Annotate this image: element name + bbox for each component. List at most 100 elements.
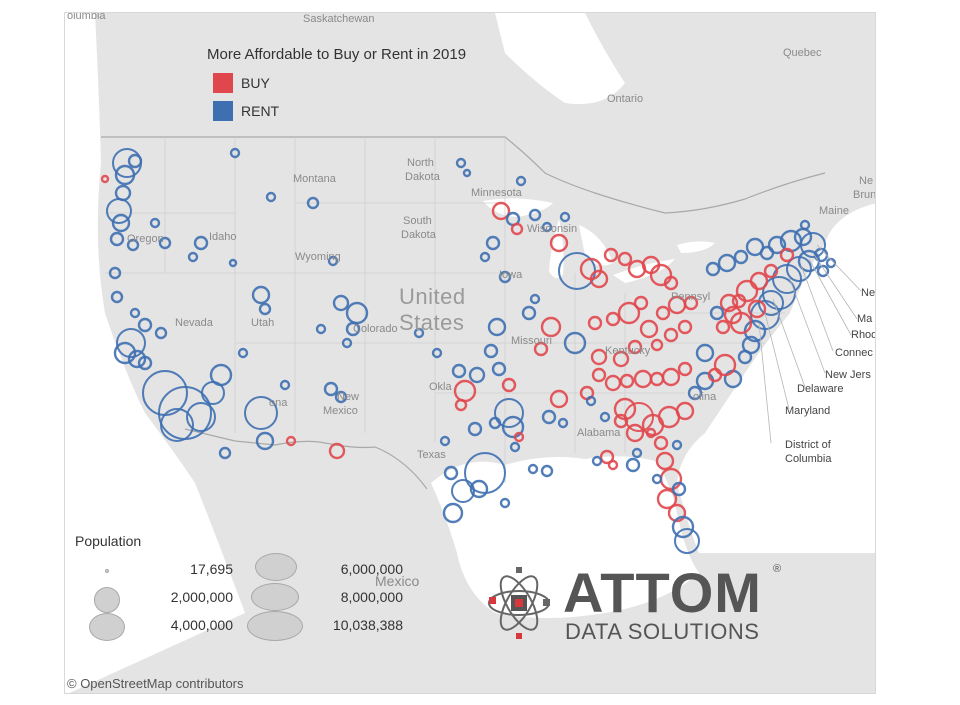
city-bubble[interactable] bbox=[315, 323, 327, 335]
city-bubble[interactable] bbox=[328, 442, 346, 460]
city-bubble[interactable] bbox=[491, 361, 507, 377]
city-bubble[interactable] bbox=[483, 343, 499, 359]
city-bubble[interactable] bbox=[485, 235, 501, 251]
city-bubble[interactable] bbox=[209, 363, 233, 387]
city-bubble[interactable] bbox=[653, 435, 669, 451]
city-bubble[interactable] bbox=[541, 409, 557, 425]
city-bubble[interactable] bbox=[345, 321, 361, 337]
city-bubble[interactable] bbox=[627, 339, 643, 355]
city-bubble[interactable] bbox=[488, 416, 502, 430]
city-bubble[interactable] bbox=[591, 455, 603, 467]
city-bubble[interactable] bbox=[111, 213, 131, 233]
city-bubble[interactable] bbox=[327, 255, 339, 267]
city-bubble[interactable] bbox=[651, 473, 663, 485]
city-bubble[interactable] bbox=[675, 401, 695, 421]
city-bubble[interactable] bbox=[656, 488, 678, 510]
city-bubble[interactable] bbox=[244, 396, 278, 430]
city-bubble[interactable] bbox=[607, 459, 619, 471]
legend-item-rent[interactable]: RENT bbox=[213, 101, 279, 121]
city-bubble[interactable] bbox=[527, 463, 539, 475]
city-bubble[interactable] bbox=[127, 349, 147, 369]
city-bubble[interactable] bbox=[258, 302, 272, 316]
city-bubble[interactable] bbox=[540, 464, 554, 478]
city-bubble[interactable] bbox=[533, 341, 549, 357]
city-bubble[interactable] bbox=[126, 238, 140, 252]
city-bubble[interactable] bbox=[671, 515, 695, 539]
city-bubble[interactable] bbox=[279, 379, 291, 391]
city-bubble[interactable] bbox=[705, 261, 721, 277]
city-bubble[interactable] bbox=[763, 263, 779, 279]
city-bubble[interactable] bbox=[106, 198, 132, 224]
city-bubble[interactable] bbox=[604, 374, 622, 392]
city-bubble[interactable] bbox=[499, 497, 511, 509]
city-bubble[interactable] bbox=[186, 402, 216, 432]
city-bubble[interactable] bbox=[187, 251, 199, 263]
city-bubble[interactable] bbox=[154, 326, 168, 340]
city-bubble[interactable] bbox=[468, 366, 486, 384]
city-bubble[interactable] bbox=[549, 233, 569, 253]
city-bubble[interactable] bbox=[110, 290, 124, 304]
legend-item-buy[interactable]: BUY bbox=[213, 73, 270, 93]
city-bubble[interactable] bbox=[674, 528, 700, 554]
city-bubble[interactable] bbox=[549, 389, 569, 409]
city-bubble[interactable] bbox=[193, 235, 209, 251]
city-bubble[interactable] bbox=[510, 222, 524, 236]
city-bubble[interactable] bbox=[667, 503, 687, 523]
city-bubble[interactable] bbox=[491, 201, 511, 221]
city-bubble[interactable] bbox=[717, 253, 737, 273]
city-bubble[interactable] bbox=[137, 355, 153, 371]
city-bubble[interactable] bbox=[137, 317, 153, 333]
city-bubble[interactable] bbox=[479, 251, 491, 263]
city-bubble[interactable] bbox=[265, 191, 277, 203]
city-bubble[interactable] bbox=[439, 435, 451, 447]
city-bubble[interactable] bbox=[467, 421, 483, 437]
city-bubble[interactable] bbox=[617, 251, 633, 267]
city-bubble[interactable] bbox=[733, 249, 749, 265]
city-bubble[interactable] bbox=[109, 231, 125, 247]
city-bubble[interactable] bbox=[306, 196, 320, 210]
city-bubble[interactable] bbox=[431, 347, 443, 359]
city-bubble[interactable] bbox=[108, 266, 122, 280]
city-bubble[interactable] bbox=[650, 338, 664, 352]
city-bubble[interactable] bbox=[285, 435, 297, 447]
city-bubble[interactable] bbox=[559, 211, 571, 223]
city-bubble[interactable] bbox=[633, 295, 649, 311]
city-bubble[interactable] bbox=[116, 328, 146, 358]
city-bubble[interactable] bbox=[218, 446, 232, 460]
city-bubble[interactable] bbox=[501, 377, 517, 393]
city-bubble[interactable] bbox=[737, 349, 753, 365]
city-bubble[interactable] bbox=[529, 293, 541, 305]
city-bubble[interactable] bbox=[677, 361, 693, 377]
city-bubble[interactable] bbox=[528, 208, 542, 222]
city-bubble[interactable] bbox=[113, 341, 137, 365]
city-bubble[interactable] bbox=[671, 439, 683, 451]
city-bubble[interactable] bbox=[129, 307, 141, 319]
city-bubble[interactable] bbox=[645, 427, 657, 439]
city-bubble[interactable] bbox=[663, 327, 679, 343]
city-bubble[interactable] bbox=[649, 263, 673, 287]
city-bubble[interactable] bbox=[587, 315, 603, 331]
city-bubble[interactable] bbox=[563, 331, 587, 355]
city-bubble[interactable] bbox=[663, 275, 679, 291]
city-bubble[interactable] bbox=[498, 270, 512, 284]
city-bubble[interactable] bbox=[779, 247, 795, 263]
city-bubble[interactable] bbox=[345, 301, 369, 325]
city-bubble[interactable] bbox=[515, 175, 527, 187]
city-bubble[interactable] bbox=[735, 279, 759, 303]
city-bubble[interactable] bbox=[462, 168, 472, 178]
city-bubble[interactable] bbox=[521, 305, 537, 321]
city-bubble[interactable] bbox=[747, 299, 767, 319]
city-bubble[interactable] bbox=[590, 348, 608, 366]
city-bubble[interactable] bbox=[149, 217, 161, 229]
city-bubble[interactable] bbox=[501, 415, 525, 439]
city-bubble[interactable] bbox=[613, 413, 629, 429]
city-bubble[interactable] bbox=[413, 327, 425, 339]
city-bubble[interactable] bbox=[251, 285, 271, 305]
city-bubble[interactable] bbox=[731, 293, 747, 309]
city-bubble[interactable] bbox=[341, 337, 353, 349]
city-bubble[interactable] bbox=[229, 147, 241, 159]
city-bubble[interactable] bbox=[599, 411, 611, 423]
city-bubble[interactable] bbox=[709, 305, 725, 321]
city-bubble[interactable] bbox=[599, 449, 615, 465]
city-bubble[interactable] bbox=[451, 363, 467, 379]
